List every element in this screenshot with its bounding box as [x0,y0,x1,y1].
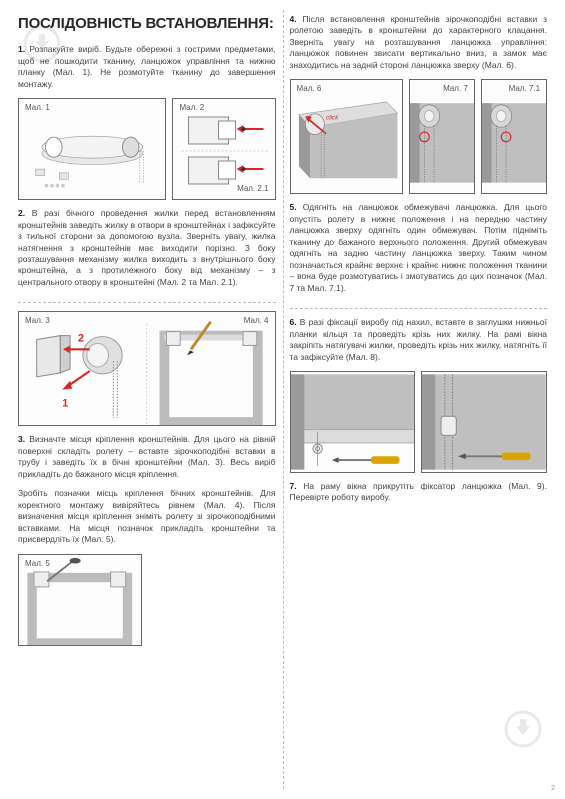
click-label: click [325,115,338,122]
figure-8: Мал. 8 [290,371,416,473]
step-2-text: 2. В разі бічного проведення жилки перед… [18,208,276,288]
figure-5: Мал. 5 [18,554,142,646]
arrow-num-2: 2 [78,333,84,345]
section-divider [290,308,548,309]
figure-1: Мал. 1 [18,98,166,200]
figure-7: Мал. 7 [409,79,475,194]
step-3-text: 3. Визначте місця кріплення кронштейнів.… [18,434,276,480]
column-divider [283,10,284,789]
page-number: 2 [551,784,555,793]
step-7-text: 7. На раму вікна прикрутіть фіксатор лан… [290,481,548,504]
left-column: ПОСЛІДОВНІСТЬ ВСТАНОВЛЕННЯ: 1. Розпакуйт… [18,14,276,789]
figure-6: Мал. 6 click [290,79,403,194]
step-6-text: 6. В разі фіксації виробу під нахил, вст… [290,317,548,363]
figure-9: Мал. 9 [421,371,547,473]
right-column: 4. Після встановлення кронштейнів зірочк… [290,14,548,789]
figure-7-1: Мал. 7.1 [481,79,547,194]
figure-3-4: Мал. 3 Мал. 4 2 1 [18,311,276,426]
section-divider [18,302,276,303]
step-4-text: 4. Після встановлення кронштейнів зірочк… [290,14,548,71]
step-3b-text: Зробіть позначки місць кріплення бічних … [18,488,276,545]
page-title: ПОСЛІДОВНІСТЬ ВСТАНОВЛЕННЯ: [18,14,276,34]
step-1-text: 1. Розпакуйте виріб. Будьте обережні з г… [18,44,276,90]
figure-2: Мал. 2 Мал. 2.1 [172,98,275,200]
step-5-text: 5. Одягніть на ланцюжок обмежувачі ланцю… [290,202,548,294]
arrow-num-1: 1 [62,398,68,410]
